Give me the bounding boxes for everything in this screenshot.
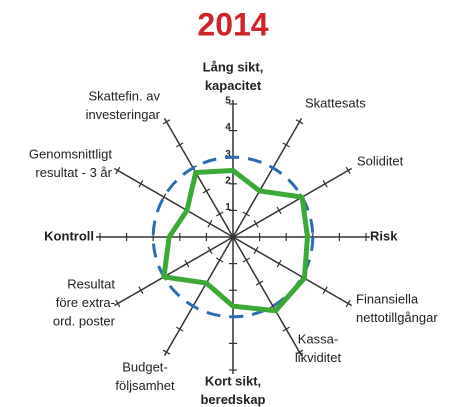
axis-label: likviditet (295, 350, 342, 365)
tick-mark (276, 259, 282, 268)
tick-mark (202, 188, 211, 194)
tick-mark (282, 326, 290, 332)
axis-label: Lång sikt, (203, 59, 264, 74)
axis-label: Budget- (122, 359, 168, 374)
axis-label: resultat - 3 år (35, 165, 112, 180)
tick-mark (115, 299, 121, 308)
tick-mark (215, 257, 224, 263)
tick-mark (176, 326, 184, 332)
axis-label: Kassa- (298, 331, 338, 346)
tick-mark (295, 119, 304, 125)
tick-mark (138, 180, 144, 188)
axis-line (163, 236, 234, 357)
tick-mark (242, 211, 251, 217)
tick-mark (322, 180, 328, 188)
tick-label: 2 (225, 175, 231, 186)
tick-mark (215, 211, 224, 217)
axis-label: beredskap (200, 392, 265, 407)
axis-label: före extra- (56, 295, 115, 310)
tick-mark (255, 280, 264, 286)
axis-label: Kontroll (44, 228, 94, 243)
axis-label: Finansiella (356, 291, 419, 306)
axis-line (113, 167, 234, 238)
tick-mark (253, 219, 259, 228)
axis-label: Resultat (67, 276, 115, 291)
axis-label: ord. poster (53, 313, 116, 328)
axis-line (113, 236, 234, 307)
reference-circle (151, 155, 315, 319)
tick-mark (162, 349, 171, 355)
axis-label: Skattefin. av (88, 88, 160, 103)
tick-mark (345, 299, 351, 308)
axis-label: nettotillgångar (356, 310, 438, 325)
tick-mark (253, 246, 259, 255)
tick-mark (162, 119, 171, 125)
tick-mark (242, 257, 251, 263)
tick-mark (184, 259, 190, 268)
axis-line (232, 236, 303, 357)
tick-label: 1 (225, 202, 231, 213)
tick-mark (345, 166, 351, 175)
axis-label: följsamhet (115, 378, 175, 393)
axis-line (232, 167, 353, 238)
tick-mark (115, 166, 121, 175)
axis-label: Skattesats (305, 95, 366, 110)
tick-label: 5 (225, 96, 231, 107)
tick-mark (207, 246, 213, 255)
axis-label: investeringar (86, 107, 161, 122)
axis-label: Soliditet (357, 153, 404, 168)
tick-label: 4 (225, 122, 231, 133)
tick-mark (322, 286, 328, 294)
tick-mark (276, 206, 282, 215)
axis-line (232, 117, 303, 238)
tick-mark (207, 219, 213, 228)
data-line (161, 168, 310, 314)
axis-line (163, 117, 234, 238)
axis-label: Kort sikt, (205, 373, 261, 388)
tick-mark (282, 142, 290, 148)
chart-title: 2014 (197, 6, 268, 42)
axis-label: kapacitet (205, 78, 262, 93)
tick-mark (176, 142, 184, 148)
axis-line (232, 236, 353, 307)
tick-mark (138, 286, 144, 294)
tick-mark (295, 349, 304, 355)
tick-label: 3 (225, 149, 231, 160)
axis-label: Genomsnittligt (29, 146, 112, 161)
axis-label: Risk (370, 228, 398, 243)
